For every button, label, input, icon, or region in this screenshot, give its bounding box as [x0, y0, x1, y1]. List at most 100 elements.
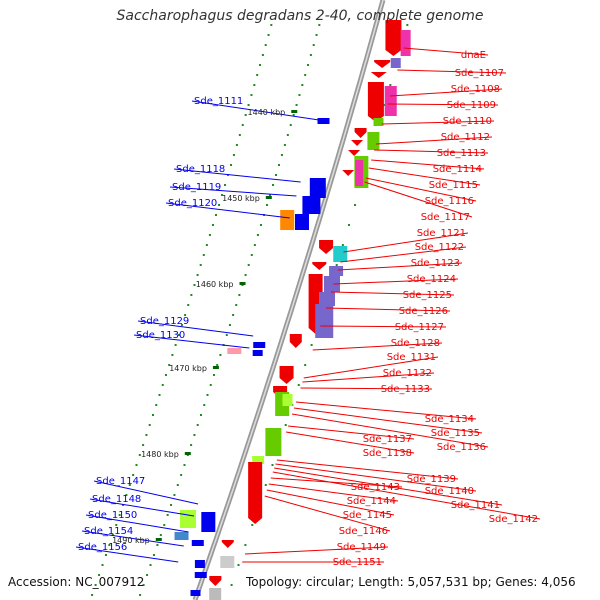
gc-dot — [244, 274, 247, 276]
gene-label: Sde_1147 — [96, 476, 145, 487]
gene-label: Sde_1129 — [140, 316, 189, 327]
gene-label: Sde_1118 — [176, 164, 225, 175]
label-connector — [285, 431, 415, 454]
reverse-gene-11 — [174, 532, 189, 540]
forward-gene-5 — [370, 72, 387, 78]
gc-dot — [98, 574, 101, 576]
gene-label: Sde_1140 — [425, 486, 474, 497]
gc-dot — [235, 144, 238, 146]
gc-dot — [196, 424, 199, 426]
gc-dot — [173, 494, 176, 496]
gene-label: Sde_1109 — [447, 100, 496, 111]
gc-dot — [170, 504, 173, 506]
gene-label: Sde_1126 — [399, 306, 448, 317]
reverse-gene-6 — [253, 342, 266, 348]
label-connector — [266, 489, 395, 516]
label-connector — [375, 136, 493, 145]
forward-gene-14 — [355, 160, 364, 186]
gc-dot — [232, 154, 235, 156]
gc-dot — [298, 94, 301, 96]
forward-gene-7 — [384, 86, 397, 116]
gc-dot — [180, 324, 183, 326]
reverse-gene-9 — [180, 510, 197, 528]
gc-dot — [209, 384, 212, 386]
gc-dot — [177, 334, 180, 336]
gc-dot — [128, 484, 131, 486]
gc-dot — [304, 74, 307, 76]
gc-dot — [292, 114, 295, 116]
gene-label: dnaE — [461, 50, 486, 61]
reverse-gene-1 — [317, 118, 330, 124]
label-connector — [365, 177, 477, 202]
label-connector — [137, 320, 254, 337]
forward-gene-28 — [282, 394, 293, 406]
gc-dot — [183, 464, 186, 466]
gc-dot — [256, 74, 259, 76]
gc-dot — [312, 44, 315, 46]
gene-label: Sde_1134 — [425, 414, 474, 425]
gc-dot — [193, 284, 196, 286]
label-connector — [165, 202, 290, 219]
gc-dot — [146, 574, 149, 576]
gc-dot — [310, 344, 313, 346]
scale-tick-label: 1440 kbp — [248, 108, 286, 117]
gene-label: Sde_1149 — [337, 542, 386, 553]
gc-dot — [275, 174, 278, 176]
gene-label: Sde_1144 — [347, 496, 396, 507]
forward-gene-15 — [342, 170, 355, 176]
forward-gene-4 — [374, 60, 391, 68]
label-connector — [173, 168, 301, 183]
gc-dot — [163, 524, 166, 526]
gc-dot — [270, 24, 273, 26]
gc-dot — [228, 324, 231, 326]
gc-dot — [171, 354, 174, 356]
label-connector — [330, 291, 455, 296]
label-connector — [270, 477, 403, 488]
gene-label: Sde_1132 — [383, 368, 432, 379]
gene-label: Sde_1154 — [84, 526, 133, 537]
gc-dot — [309, 54, 312, 56]
label-connector — [169, 186, 297, 197]
gc-dot — [297, 384, 300, 386]
gc-dot — [142, 584, 145, 586]
forward-gene-2 — [400, 30, 411, 56]
genome-backbone — [192, 0, 386, 600]
label-connector — [403, 47, 489, 56]
gc-dot — [118, 514, 121, 516]
label-connector — [300, 387, 433, 390]
gc-dot — [289, 124, 292, 126]
scale-tick-mark — [291, 110, 298, 113]
gene-label: Sde_1138 — [363, 448, 412, 459]
gc-dot — [267, 34, 270, 36]
gc-dot — [101, 564, 104, 566]
reverse-gene-14 — [194, 572, 207, 578]
scale-tick-label: 1450 kbp — [222, 194, 260, 203]
gc-dot — [214, 214, 217, 216]
gc-dot — [199, 414, 202, 416]
gene-label: Sde_1116 — [425, 196, 474, 207]
label-connector — [244, 546, 389, 555]
gc-dot — [250, 94, 253, 96]
gene-label: Sde_1117 — [421, 212, 470, 223]
gc-dot — [190, 294, 193, 296]
forward-gene-3 — [390, 58, 401, 68]
scale-tick-mark — [239, 282, 246, 285]
reverse-gene-2 — [309, 178, 326, 198]
gene-label: Sde_1131 — [387, 352, 436, 363]
forward-gene-35 — [209, 588, 222, 600]
gc-dot — [180, 474, 183, 476]
gene-label: Sde_1137 — [363, 434, 412, 445]
gc-dot — [318, 24, 321, 26]
gc-dot — [341, 244, 344, 246]
gc-dot — [199, 264, 202, 266]
forward-gene-16 — [319, 240, 334, 254]
gene-features — [174, 20, 411, 600]
label-connector — [191, 100, 319, 121]
gc-dot — [152, 554, 155, 556]
backbone-highlight — [194, 0, 384, 600]
label-connector — [340, 246, 467, 263]
gc-dot — [264, 484, 267, 486]
gene-label: Sde_1115 — [429, 180, 478, 191]
gc-dot — [205, 244, 208, 246]
